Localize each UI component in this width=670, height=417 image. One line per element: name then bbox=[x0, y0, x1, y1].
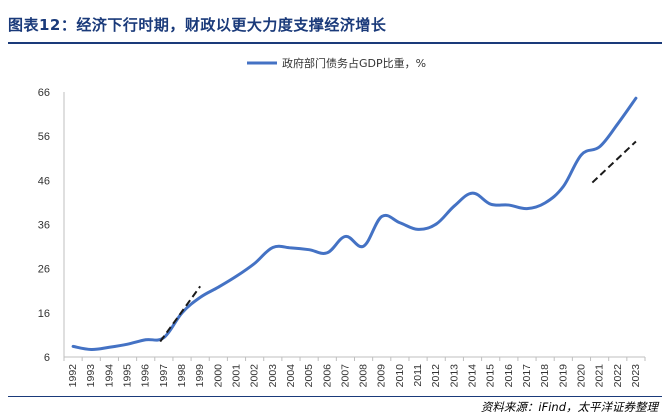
legend: 政府部门债务占GDP比重，% bbox=[247, 56, 426, 70]
series-line bbox=[71, 96, 638, 351]
y-tick-label: 56 bbox=[38, 131, 50, 143]
x-tick-label: 2008 bbox=[358, 364, 370, 388]
y-tick-label: 16 bbox=[38, 308, 50, 320]
x-tick-label: 2022 bbox=[612, 364, 624, 388]
x-tick-label: 2021 bbox=[594, 364, 606, 388]
chart-title: 图表12：经济下行时期，财政以更大力度支撑经济增长 bbox=[8, 16, 387, 34]
source-note: 资料来源：iFind，太平洋证券整理 bbox=[480, 400, 658, 414]
x-tick-label: 1997 bbox=[158, 364, 170, 388]
x-tick-label: 2015 bbox=[485, 364, 497, 388]
x-tick-label: 2014 bbox=[467, 364, 479, 388]
x-tick-label: 1996 bbox=[140, 364, 152, 388]
x-tick-label: 2004 bbox=[285, 364, 297, 388]
y-tick-label: 6 bbox=[44, 352, 50, 364]
x-tick-label: 1993 bbox=[85, 364, 97, 388]
x-tick-label: 2017 bbox=[521, 364, 533, 388]
x-tick-label: 2019 bbox=[557, 364, 569, 388]
x-tick-label: 1992 bbox=[67, 364, 79, 388]
x-tick-label: 2006 bbox=[321, 364, 333, 388]
legend-label: 政府部门债务占GDP比重，% bbox=[282, 56, 426, 70]
x-tick-label: 2020 bbox=[575, 364, 587, 388]
axes bbox=[63, 92, 645, 358]
title-underline bbox=[8, 42, 662, 44]
x-tick-label: 2013 bbox=[448, 364, 460, 388]
x-tick-label: 2000 bbox=[212, 364, 224, 388]
x-tick-label: 2010 bbox=[394, 364, 406, 388]
series-layer bbox=[71, 96, 638, 351]
x-tick-label: 2003 bbox=[267, 364, 279, 388]
x-tick-label: 2005 bbox=[303, 364, 315, 388]
footer-rule bbox=[8, 396, 662, 397]
x-tick-label: 1994 bbox=[103, 364, 115, 388]
trend-line bbox=[159, 285, 201, 343]
x-tick-label: 1995 bbox=[122, 364, 134, 388]
trend-line bbox=[591, 140, 637, 184]
x-tick-label: 2018 bbox=[539, 364, 551, 388]
x-tick-label: 2002 bbox=[249, 364, 261, 388]
x-tick-label: 2023 bbox=[630, 364, 642, 388]
x-tick-label: 2012 bbox=[430, 364, 442, 388]
x-tick-label: 2001 bbox=[230, 364, 242, 388]
trend-lines bbox=[159, 140, 637, 343]
x-tick-label: 2016 bbox=[503, 364, 515, 388]
y-tick-label: 36 bbox=[38, 220, 50, 232]
x-axis-ticks: 1992 1993 1994 1995 1996 1997 1998 1999 2000 2001… bbox=[63, 357, 646, 388]
y-tick-label: 46 bbox=[38, 175, 50, 187]
x-tick-label: 2011 bbox=[412, 364, 424, 387]
x-tick-label: 2007 bbox=[339, 364, 351, 388]
x-tick-label: 1998 bbox=[176, 364, 188, 388]
y-tick-label: 66 bbox=[38, 87, 50, 99]
x-tick-label: 2009 bbox=[376, 364, 388, 388]
x-tick-label: 1999 bbox=[194, 364, 206, 388]
y-tick-label: 26 bbox=[38, 264, 50, 276]
y-axis-ticks: 6 16 26 36 46 56 66 bbox=[38, 87, 50, 364]
